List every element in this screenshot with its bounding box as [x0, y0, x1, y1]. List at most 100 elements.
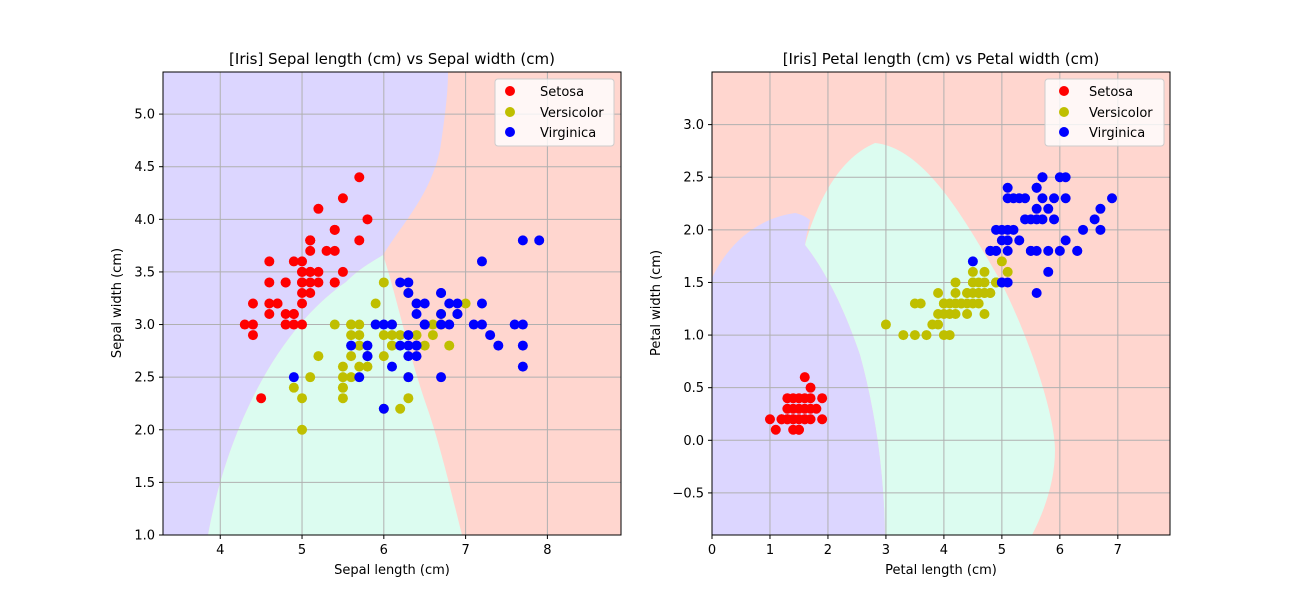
- sepal-point-versicolor: [362, 361, 373, 372]
- sepal-legend-box: [494, 78, 615, 147]
- petal-point-versicolor: [880, 319, 891, 330]
- sepal-point-virginica: [354, 372, 365, 383]
- petal-axes-frame: [711, 71, 1171, 536]
- sepal-point-setosa: [305, 245, 316, 256]
- petal-point-virginica: [1008, 193, 1019, 204]
- petal-point-virginica: [1002, 182, 1013, 193]
- sepal-y-tick-label: 5.0: [134, 108, 155, 123]
- sepal-y-tick-label: 3.0: [134, 318, 155, 333]
- region-setosa: [712, 213, 885, 535]
- petal-point-setosa: [788, 393, 799, 404]
- sepal-point-versicolor: [378, 351, 389, 362]
- sepal-point-setosa: [297, 319, 308, 330]
- sepal-point-setosa: [288, 309, 299, 320]
- petal-point-versicolor: [979, 266, 990, 277]
- sepal-x-tick-label: 7: [461, 543, 469, 558]
- petal-point-virginica: [1031, 287, 1042, 298]
- petal-point-virginica: [1037, 172, 1048, 183]
- sepal-legend-marker-versicolor: [505, 107, 515, 117]
- sepal-point-versicolor: [337, 382, 348, 393]
- petal-legend-label-versicolor: Versicolor: [1089, 106, 1153, 121]
- petal-x-tick-label: 6: [1056, 543, 1064, 558]
- petal-x-tick-label: 4: [940, 543, 948, 558]
- petal-x-axis-label: Petal length (cm): [885, 563, 997, 578]
- sepal-point-versicolor: [329, 319, 340, 330]
- petal-point-virginica: [991, 224, 1002, 235]
- petal-point-virginica: [1031, 182, 1042, 193]
- petal-point-versicolor: [944, 309, 955, 320]
- sepal-point-virginica: [411, 298, 422, 309]
- petal-point-virginica: [1060, 193, 1071, 204]
- petal-point-virginica: [1043, 203, 1054, 214]
- sepal-point-virginica: [534, 235, 545, 246]
- sepal-point-setosa: [264, 256, 275, 267]
- sepal-point-virginica: [411, 340, 422, 351]
- sepal-legend-marker-virginica: [505, 127, 515, 137]
- sepal-point-virginica: [476, 298, 487, 309]
- sepal-point-virginica: [403, 287, 414, 298]
- petal-point-virginica: [967, 256, 978, 267]
- sepal-point-versicolor: [387, 330, 397, 341]
- petal-y-axis-label: Petal width (cm): [649, 250, 664, 356]
- sepal-x-tick-label: 4: [216, 543, 224, 558]
- petal-legend-label-virginica: Virginica: [1089, 126, 1145, 141]
- sepal-y-tick-label: 4.0: [134, 213, 155, 228]
- sepal-point-virginica: [387, 361, 397, 372]
- sepal-point-versicolor: [346, 351, 357, 362]
- petal-plot: 0 1 2 3 4 5 6 7 −0.5 0.0 0.5 1.0 1.5 2.0 2.5 3.0 [Iris]…: [649, 50, 1171, 578]
- petal-point-versicolor: [967, 266, 978, 277]
- sepal-point-virginica: [452, 298, 463, 309]
- sepal-plot: 4 5 6 7 8 1.0 1.5 2.0 2.5 3.0 3.5 4.0 4.5 5.0 [Iris] …: [110, 50, 622, 578]
- petal-point-versicolor: [973, 298, 984, 309]
- sepal-point-versicolor: [444, 340, 455, 351]
- sepal-point-virginica: [452, 309, 463, 320]
- sepal-point-virginica: [378, 403, 389, 414]
- sepal-point-virginica: [378, 319, 389, 330]
- petal-x-tick-label: 1: [766, 543, 774, 558]
- petal-legend-marker-virginica: [1059, 127, 1069, 137]
- sepal-point-setosa: [337, 266, 348, 277]
- petal-point-setosa: [793, 424, 804, 435]
- petal-point-setosa: [805, 382, 816, 393]
- sepal-point-setosa: [305, 277, 316, 288]
- sepal-point-setosa: [329, 277, 340, 288]
- sepal-point-versicolor: [337, 372, 348, 383]
- sepal-point-virginica: [444, 319, 455, 330]
- petal-point-versicolor: [909, 298, 920, 309]
- sepal-point-versicolor: [378, 330, 389, 341]
- petal-y-tick-label: 0.5: [683, 381, 704, 396]
- sepal-point-setosa: [288, 256, 299, 267]
- sepal-point-setosa: [313, 203, 324, 214]
- petal-legend-label-setosa: Setosa: [1089, 85, 1133, 100]
- sepal-axes-frame: [162, 71, 622, 536]
- petal-legend: Setosa Versicolor Virginica: [1044, 78, 1165, 147]
- sepal-point-virginica: [370, 319, 381, 330]
- petal-point-virginica: [1049, 214, 1060, 225]
- petal-point-setosa: [770, 424, 781, 435]
- sepal-point-setosa: [305, 235, 316, 246]
- sepal-point-setosa: [297, 256, 308, 267]
- sepal-point-versicolor: [387, 340, 397, 351]
- petal-y-tick-label: 3.0: [683, 118, 704, 133]
- sepal-point-versicolor: [411, 330, 422, 341]
- sepal-point-versicolor: [346, 372, 357, 383]
- sepal-point-setosa: [313, 266, 324, 277]
- petal-point-virginica: [1037, 193, 1048, 204]
- sepal-legend-label-versicolor: Versicolor: [540, 106, 604, 121]
- petal-y-tick-label: 2.0: [683, 223, 704, 238]
- sepal-point-virginica: [436, 309, 447, 320]
- sepal-x-tick-label: 8: [543, 543, 551, 558]
- sepal-point-virginica: [403, 330, 414, 341]
- sepal-y-axis-label: Sepal width (cm): [110, 248, 125, 358]
- sepal-point-virginica: [419, 298, 430, 309]
- sepal-point-virginica: [419, 319, 430, 330]
- petal-point-virginica: [1095, 203, 1106, 214]
- sepal-point-versicolor: [370, 298, 381, 309]
- petal-point-virginica: [1060, 235, 1071, 246]
- petal-point-versicolor: [950, 277, 961, 288]
- petal-point-setosa: [799, 372, 810, 383]
- sepal-point-virginica: [403, 340, 414, 351]
- sepal-point-setosa: [362, 214, 373, 225]
- petal-point-versicolor: [985, 287, 996, 298]
- petal-point-virginica: [1020, 193, 1031, 204]
